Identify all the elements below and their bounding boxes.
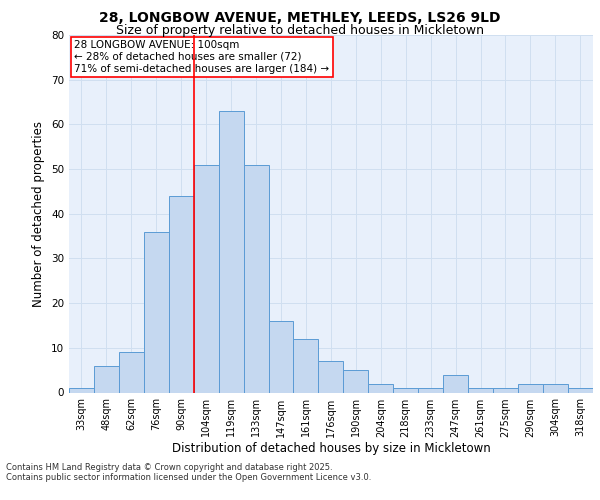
Bar	[443, 374, 468, 392]
Bar	[493, 388, 518, 392]
Bar	[94, 366, 119, 392]
Bar	[518, 384, 543, 392]
Bar	[144, 232, 169, 392]
Bar	[244, 164, 269, 392]
Bar	[568, 388, 593, 392]
Bar	[543, 384, 568, 392]
Bar	[269, 321, 293, 392]
Bar	[69, 388, 94, 392]
Text: Contains HM Land Registry data © Crown copyright and database right 2025.
Contai: Contains HM Land Registry data © Crown c…	[6, 462, 371, 482]
Text: 28, LONGBOW AVENUE, METHLEY, LEEDS, LS26 9LD: 28, LONGBOW AVENUE, METHLEY, LEEDS, LS26…	[99, 11, 501, 25]
Text: 28 LONGBOW AVENUE: 100sqm
← 28% of detached houses are smaller (72)
71% of semi-: 28 LONGBOW AVENUE: 100sqm ← 28% of detac…	[74, 40, 329, 74]
Text: Size of property relative to detached houses in Mickletown: Size of property relative to detached ho…	[116, 24, 484, 37]
X-axis label: Distribution of detached houses by size in Mickletown: Distribution of detached houses by size …	[172, 442, 490, 456]
Bar	[418, 388, 443, 392]
Bar	[218, 111, 244, 392]
Bar	[319, 361, 343, 392]
Bar	[169, 196, 194, 392]
Y-axis label: Number of detached properties: Number of detached properties	[32, 120, 46, 306]
Bar	[119, 352, 144, 393]
Bar	[468, 388, 493, 392]
Bar	[368, 384, 393, 392]
Bar	[393, 388, 418, 392]
Bar	[293, 339, 319, 392]
Bar	[343, 370, 368, 392]
Bar	[194, 164, 218, 392]
